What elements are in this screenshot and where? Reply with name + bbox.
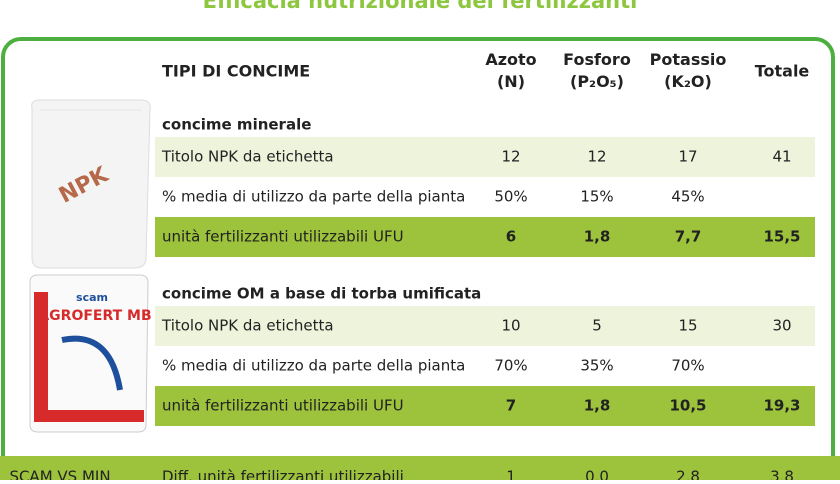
cell: 10,5 bbox=[669, 397, 706, 415]
bag-brand: scam bbox=[76, 291, 108, 304]
cell: unità fertilizzanti utilizzabili UFU bbox=[162, 228, 404, 246]
cell: 15,5 bbox=[763, 228, 800, 246]
cell: Titolo NPK da etichetta bbox=[161, 148, 334, 166]
cell: 12 bbox=[587, 148, 606, 166]
cell: 30 bbox=[772, 317, 791, 335]
cell: 12 bbox=[501, 148, 520, 166]
comparison-cell: 1 bbox=[506, 468, 516, 481]
cell: 7 bbox=[506, 397, 516, 415]
cell: 15% bbox=[580, 188, 613, 206]
cell: 5 bbox=[592, 317, 602, 335]
row-band bbox=[155, 217, 815, 257]
header-cell: TIPI DI CONCIME bbox=[162, 62, 310, 81]
cell: 45% bbox=[671, 188, 704, 206]
header-cell: Fosforo (P₂O₅) bbox=[563, 50, 631, 91]
cell: 17 bbox=[678, 148, 697, 166]
header-cell: Azoto (N) bbox=[485, 50, 536, 91]
cell: 70% bbox=[494, 357, 527, 375]
cell: 70% bbox=[671, 357, 704, 375]
cell: 41 bbox=[772, 148, 791, 166]
section-title: concime minerale bbox=[162, 116, 311, 134]
cell: 10 bbox=[501, 317, 520, 335]
bag-product: AGROFERT MB bbox=[38, 308, 151, 324]
comparison-band bbox=[0, 456, 840, 480]
cell: % media di utilizzo da parte della piant… bbox=[162, 357, 465, 375]
npk-bag bbox=[31, 99, 151, 269]
comparison-cell: SCAM VS MIN bbox=[9, 468, 110, 481]
comparison-cell: 0,0 bbox=[585, 468, 609, 481]
cell: 19,3 bbox=[763, 397, 800, 415]
cell: 7,7 bbox=[675, 228, 702, 246]
header-cell: Totale bbox=[755, 62, 810, 81]
cell: % media di utilizzo da parte della piant… bbox=[162, 188, 465, 206]
cell: 50% bbox=[494, 188, 527, 206]
section-title: concime OM a base di torba umificata bbox=[162, 285, 481, 303]
header-cell: Potassio (K₂O) bbox=[650, 50, 727, 91]
cell: 1,8 bbox=[584, 397, 611, 415]
row-band bbox=[155, 386, 815, 426]
agrofert-bag bbox=[29, 274, 149, 433]
row-band bbox=[155, 137, 815, 177]
cell: Titolo NPK da etichetta bbox=[161, 317, 334, 335]
cell: 35% bbox=[580, 357, 613, 375]
cell: unità fertilizzanti utilizzabili UFU bbox=[162, 397, 404, 415]
cell: 6 bbox=[506, 228, 516, 246]
cell: 15 bbox=[678, 317, 697, 335]
comparison-cell: 2,8 bbox=[676, 468, 700, 481]
comparison-cell: Diff. unità fertilizzanti utilizzabili bbox=[162, 468, 404, 481]
cell: 1,8 bbox=[584, 228, 611, 246]
comparison-cell: 3,8 bbox=[770, 468, 794, 481]
row-band bbox=[155, 306, 815, 346]
title: Efficacia nutrizionale dei fertilizzanti bbox=[203, 0, 638, 13]
